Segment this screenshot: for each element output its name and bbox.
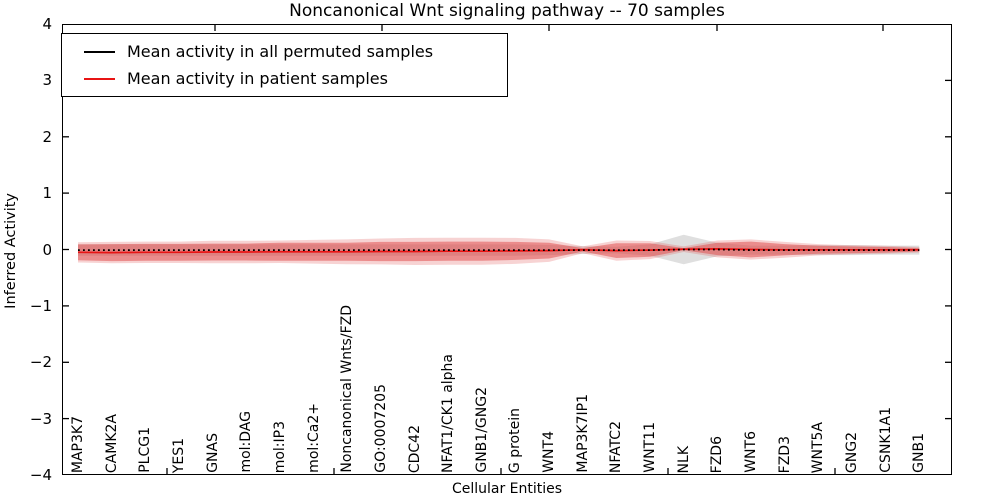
- x-tick-label: mol:IP3: [271, 420, 288, 473]
- legend-item-permuted: Mean activity in all permuted samples: [84, 42, 507, 61]
- patient-line-sample: [84, 77, 115, 80]
- x-tick-label: G protein: [507, 407, 524, 473]
- y-tick-label: −3: [29, 409, 52, 428]
- x-tick-label: WNT4: [541, 431, 558, 473]
- x-tick-label: WNT6: [743, 431, 759, 473]
- y-tick-label: −2: [29, 353, 52, 372]
- x-tick-label: FZD3: [776, 435, 793, 473]
- x-tick-label: CSNK1A1: [877, 407, 894, 473]
- x-tick-label: NFAT1/CK1 alpha: [440, 353, 457, 473]
- x-tick-label: MAP3K7: [70, 415, 86, 473]
- y-tick-label: 2: [42, 127, 52, 146]
- legend-label-permuted: Mean activity in all permuted samples: [127, 42, 434, 61]
- permuted-mean-line: [78, 248, 920, 252]
- x-tick-label: GNB1/GNG2: [473, 387, 490, 473]
- y-tick-label: 1: [42, 184, 52, 203]
- x-tick-label: GNB1: [911, 433, 928, 473]
- x-tick-label: mol:DAG: [238, 411, 255, 473]
- x-tick-label: WNT11: [642, 422, 659, 473]
- x-tick-label: Noncanonical Wnts/FZD: [339, 305, 356, 473]
- legend-item-patient: Mean activity in patient samples: [84, 69, 507, 88]
- y-tick-label: −4: [29, 466, 52, 484]
- chart-title: Noncanonical Wnt signaling pathway -- 70…: [289, 1, 725, 21]
- x-tick-label: CAMK2A: [103, 413, 120, 473]
- y-tick-label: −1: [29, 296, 52, 315]
- y-tick-label: 3: [42, 71, 52, 90]
- x-tick-label: mol:Ca2+: [305, 403, 322, 473]
- x-tick-label: WNT5A: [810, 421, 827, 473]
- x-tick-label: GO:0007205: [372, 384, 389, 473]
- x-tick-label: NFATC2: [608, 420, 625, 473]
- legend: Mean activity in all permuted samples Me…: [61, 33, 508, 97]
- x-tick-label: YES1: [170, 437, 187, 473]
- x-tick-label: CDC42: [406, 424, 423, 473]
- x-axis-label: Cellular Entities: [451, 481, 563, 497]
- x-tick-label: FZD6: [709, 435, 726, 473]
- y-tick-label: 4: [42, 15, 52, 33]
- permuted-line-sample: [84, 50, 115, 53]
- y-tick-label: 0: [42, 240, 52, 259]
- x-tick-label: NLK: [675, 445, 692, 473]
- x-tick-label: PLCG1: [137, 427, 154, 473]
- x-tick-label: GNG2: [843, 431, 860, 473]
- x-tick-label: MAP3K7IP1: [574, 394, 591, 473]
- x-tick-label: GNAS: [204, 433, 221, 473]
- plot-area: [62, 24, 952, 475]
- legend-label-patient: Mean activity in patient samples: [127, 69, 388, 88]
